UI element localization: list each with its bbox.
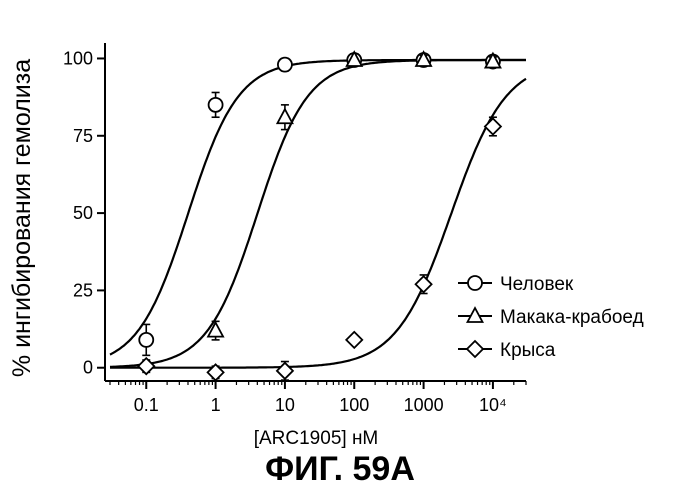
- data-point-circle: [278, 58, 292, 72]
- x-axis-label: [ARC1905] нМ: [254, 428, 379, 449]
- data-point-circle: [139, 333, 153, 347]
- data-point-triangle: [277, 109, 292, 123]
- data-point-diamond: [416, 276, 432, 292]
- x-tick-label: 10: [275, 395, 295, 415]
- fit-curve-1: [110, 60, 526, 355]
- data-points: [138, 52, 501, 380]
- data-point-circle: [209, 98, 223, 112]
- fit-curve-2: [110, 60, 526, 367]
- axes: 0 25 50 75 100 0.1 1 10 100 1000 10⁴: [63, 43, 526, 415]
- x-tick-label: 0.1: [134, 395, 159, 415]
- figure: 0 25 50 75 100 0.1 1 10 100 1000 10⁴ Человек Макака…: [0, 0, 680, 500]
- data-point-diamond: [485, 119, 501, 135]
- data-point-diamond: [346, 332, 362, 348]
- legend-marker-circle: [468, 276, 482, 290]
- figure-title: ФИГ. 59А: [0, 450, 680, 489]
- y-tick-label: 50: [73, 203, 93, 223]
- y-tick-label: 25: [73, 280, 93, 300]
- chart: 0 25 50 75 100 0.1 1 10 100 1000 10⁴ Человек Макака…: [0, 0, 680, 450]
- legend-label: Крыса: [500, 340, 556, 361]
- data-point-diamond: [138, 358, 154, 374]
- y-tick-label: 75: [73, 126, 93, 146]
- y-tick-label: 100: [63, 48, 93, 68]
- x-tick-label: 10⁴: [479, 395, 507, 415]
- legend-label: Макака-крабоед: [500, 307, 644, 328]
- x-tick-label: 1: [211, 395, 221, 415]
- y-axis-label: % ингибирования гемолиза: [8, 59, 36, 377]
- x-tick-label: 1000: [404, 395, 444, 415]
- data-point-diamond: [277, 363, 293, 379]
- y-tick-label: 0: [83, 358, 93, 378]
- fit-curves: [110, 60, 526, 368]
- data-point-triangle: [208, 323, 223, 337]
- legend: Человек Макака-крабоед Крыса: [458, 274, 644, 361]
- x-tick-label: 100: [339, 395, 369, 415]
- fit-curve-3: [110, 79, 526, 368]
- legend-label: Человек: [500, 274, 574, 295]
- legend-marker-diamond: [467, 341, 483, 357]
